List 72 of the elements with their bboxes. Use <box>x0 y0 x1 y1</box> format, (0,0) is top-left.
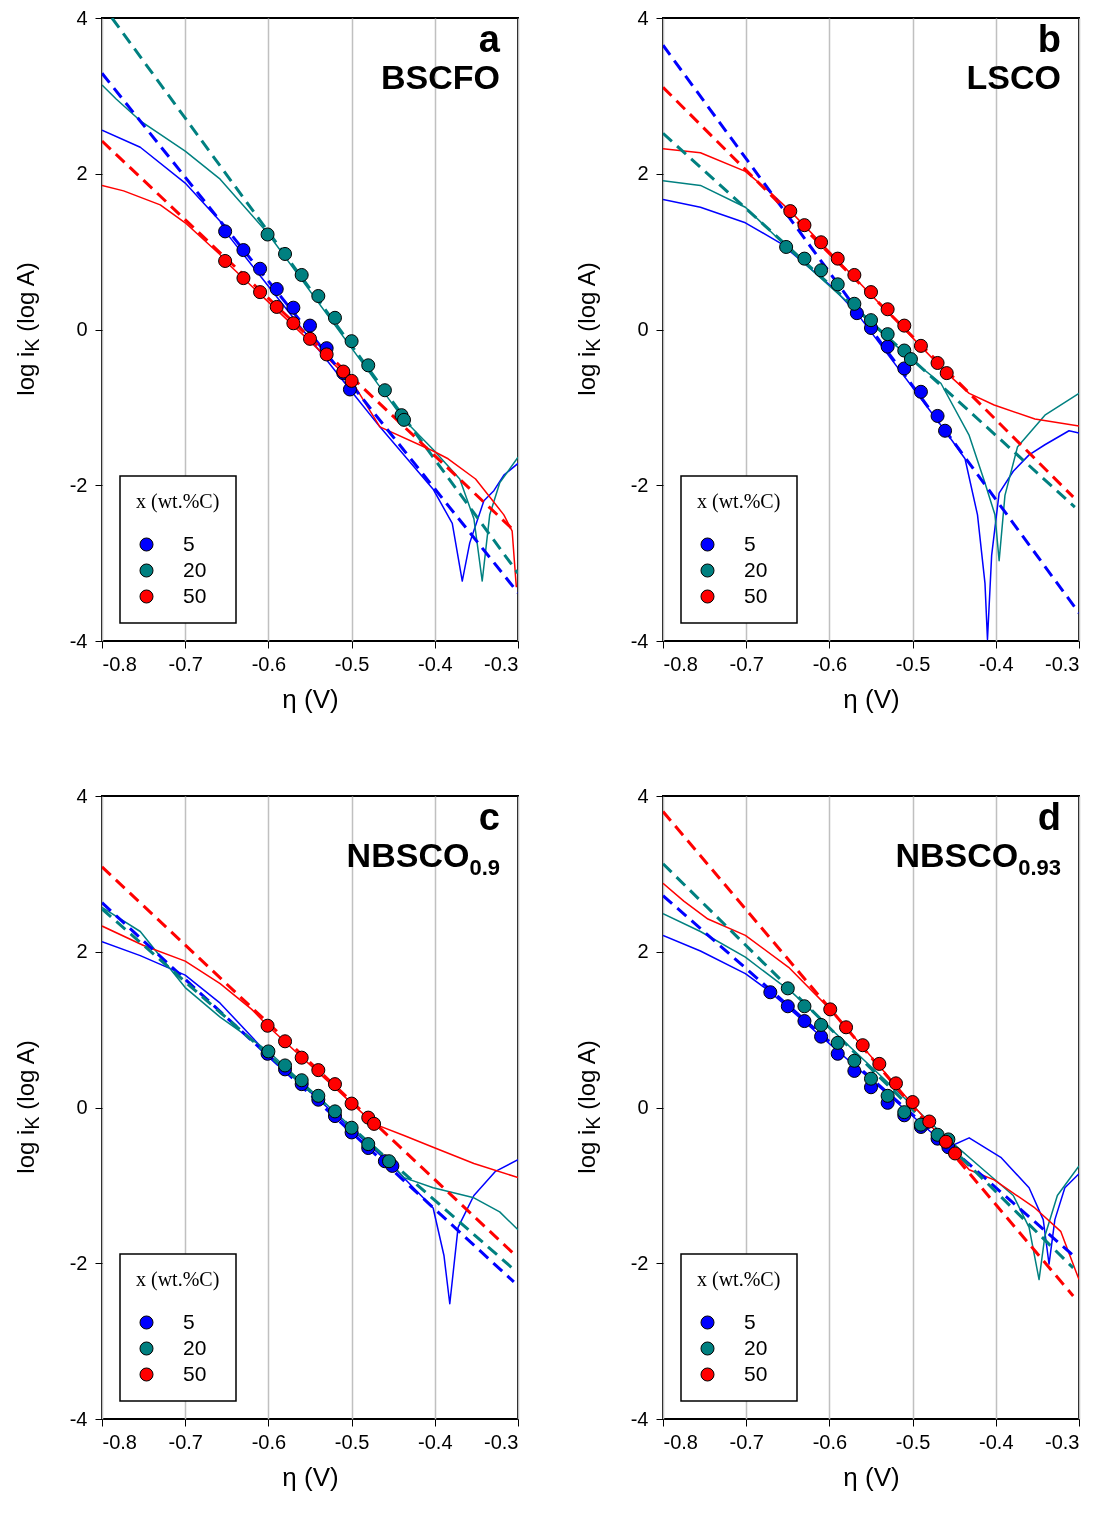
y-tick-label: 2 <box>637 940 649 963</box>
annotation: d <box>1037 796 1061 838</box>
y-tick-label: -2 <box>69 473 88 496</box>
legend-label: 20 <box>183 557 207 581</box>
x-tick-label: -0.6 <box>251 652 287 675</box>
annotation: NBSCO$_{0.9}$ <box>346 835 500 880</box>
y-tick-label: -4 <box>69 629 88 652</box>
x-tick-label: -0.8 <box>102 1430 137 1453</box>
y-tick-label: 4 <box>76 784 88 807</box>
x-tick-label: -0.4 <box>979 652 1014 675</box>
y-tick-label: 0 <box>76 1096 88 1118</box>
x-tick-label: -0.3 <box>484 1430 519 1453</box>
y-tick-label: 2 <box>76 162 88 185</box>
x-tick-label: -0.7 <box>729 652 764 675</box>
x-tick-label: -0.5 <box>895 652 931 675</box>
annotation: a <box>477 18 500 60</box>
legend-label: 20 <box>183 1335 207 1359</box>
y-tick-label: 0 <box>637 318 649 340</box>
y-tick-label: 0 <box>637 1096 649 1118</box>
legend-label: 20 <box>744 557 768 581</box>
legend-title: x (wt.%C) <box>697 490 781 513</box>
x-tick-label: -0.6 <box>812 652 848 675</box>
legend-label: 5 <box>183 531 195 555</box>
x-axis-title: η (V) <box>282 1461 339 1492</box>
x-tick-label: -0.4 <box>979 1430 1014 1453</box>
x-tick-label: -0.7 <box>168 652 203 675</box>
x-axis-title: η (V) <box>282 683 339 714</box>
legend-label: 50 <box>744 583 768 607</box>
legend-title: x (wt.%C) <box>136 490 220 513</box>
legend-label: 5 <box>744 1309 756 1333</box>
annotation: LSCO <box>966 57 1061 96</box>
x-tick-label: -0.8 <box>663 652 698 675</box>
legend-label: 5 <box>744 531 756 555</box>
legend-label: 50 <box>183 583 207 607</box>
x-tick-label: -0.4 <box>418 652 453 675</box>
annotation: b <box>1036 18 1061 60</box>
legend-label: 20 <box>744 1335 768 1359</box>
y-tick-label: -2 <box>630 473 649 496</box>
x-tick-label: -0.8 <box>102 652 137 675</box>
y-tick-label: -2 <box>69 1251 88 1274</box>
y-tick-label: 2 <box>637 162 649 185</box>
y-tick-label: 4 <box>637 6 649 29</box>
x-tick-label: -0.6 <box>251 1430 287 1453</box>
legend-label: 50 <box>744 1361 768 1385</box>
y-tick-label: -4 <box>630 1407 649 1430</box>
annotation: c <box>478 796 500 838</box>
legend-label: 50 <box>183 1361 207 1385</box>
y-tick-label: -2 <box>630 1251 649 1274</box>
legend-title: x (wt.%C) <box>136 1268 220 1291</box>
x-tick-label: -0.5 <box>334 652 370 675</box>
y-tick-label: -4 <box>69 1407 88 1430</box>
x-axis-title: η (V) <box>843 1461 900 1492</box>
x-tick-label: -0.4 <box>418 1430 453 1453</box>
x-tick-label: -0.7 <box>168 1430 203 1453</box>
y-tick-label: 4 <box>76 6 88 29</box>
y-tick-label: -4 <box>630 629 649 652</box>
x-tick-label: -0.3 <box>484 652 519 675</box>
y-tick-label: 2 <box>76 940 88 963</box>
x-tick-label: -0.3 <box>1045 1430 1080 1453</box>
annotation: NBSCO$_{0.93}$ <box>895 835 1061 880</box>
legend-title: x (wt.%C) <box>697 1268 781 1291</box>
legend-label: 5 <box>183 1309 195 1333</box>
x-tick-label: -0.3 <box>1045 652 1080 675</box>
x-tick-label: -0.6 <box>812 1430 848 1453</box>
y-tick-label: 0 <box>76 318 88 340</box>
x-tick-label: -0.5 <box>895 1430 931 1453</box>
x-axis-title: η (V) <box>843 683 900 714</box>
x-tick-label: -0.5 <box>334 1430 370 1453</box>
x-tick-label: -0.7 <box>729 1430 764 1453</box>
y-tick-label: 4 <box>637 784 649 807</box>
annotation: BSCFO <box>381 57 500 96</box>
x-tick-label: -0.8 <box>663 1430 698 1453</box>
